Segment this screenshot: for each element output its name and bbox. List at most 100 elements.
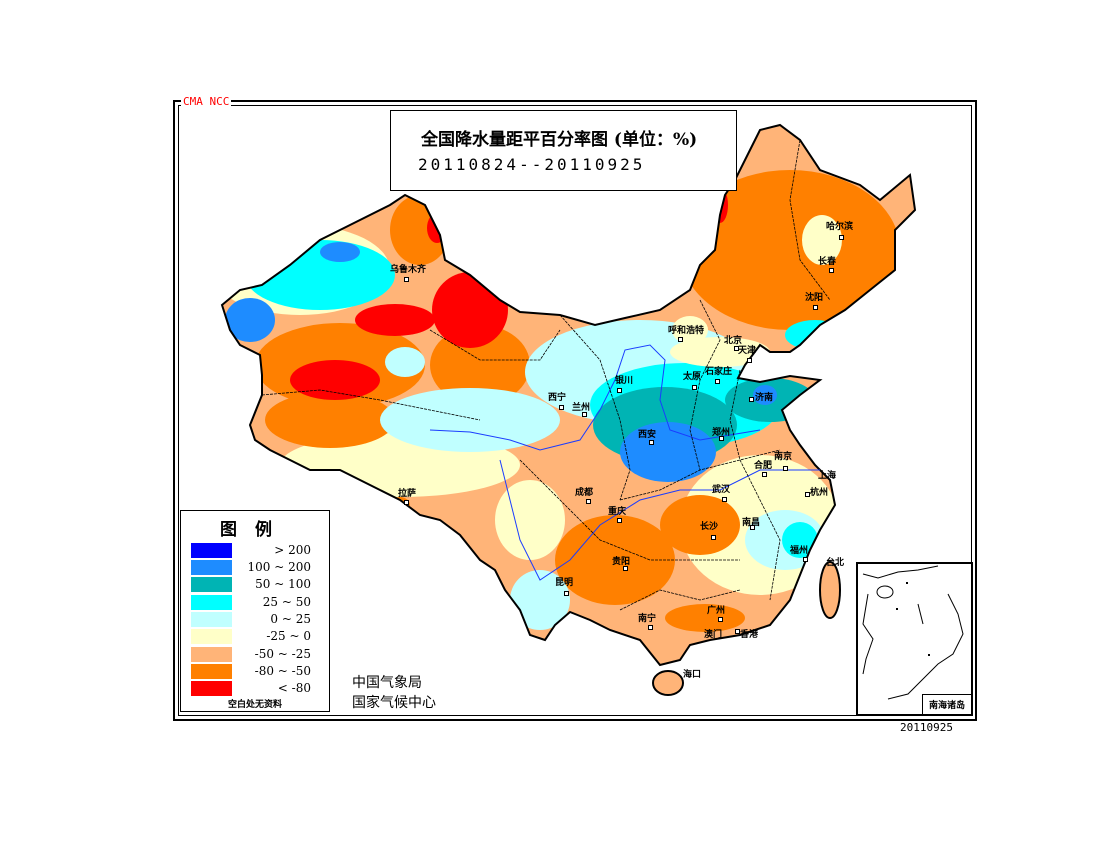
city-label: 北京 <box>724 336 743 346</box>
organization-ncc: 国家气候中心 <box>352 695 436 711</box>
legend-swatch <box>191 543 232 558</box>
legend-item: -50 ~ -25 <box>191 647 321 662</box>
inset-label: 南海诸岛 <box>921 694 971 714</box>
city-label: 重庆 <box>608 507 627 517</box>
region-yunnan-lightcyan <box>510 570 570 630</box>
inset-map <box>862 565 964 700</box>
region-altay-orange <box>390 195 450 265</box>
rivers <box>429 344 820 581</box>
city-marker <box>829 268 834 273</box>
legend-swatch <box>191 577 232 592</box>
region-sichuan-yellow <box>495 480 565 560</box>
city-marker <box>692 385 697 390</box>
city-label: 杭州 <box>810 488 829 498</box>
city-marker <box>649 440 654 445</box>
city-marker <box>582 412 587 417</box>
region-northeast-orange <box>680 170 900 330</box>
city-marker <box>813 305 818 310</box>
city-label: 兰州 <box>572 403 591 413</box>
city-marker <box>678 337 683 342</box>
city-marker <box>749 397 754 402</box>
region-xj-lightcyan <box>385 347 425 377</box>
map-frame-outer <box>173 100 977 721</box>
city-label: 长沙 <box>700 522 719 532</box>
legend-swatch <box>191 681 232 696</box>
city-label: 乌鲁木齐 <box>390 265 427 275</box>
city-marker <box>711 535 716 540</box>
city-label: 呼和浩特 <box>668 326 705 336</box>
city-label: 上海 <box>818 471 837 481</box>
city-label: 西安 <box>638 430 657 440</box>
city-label: 银川 <box>615 376 634 386</box>
region-qinghai-lightcyan <box>380 388 560 452</box>
city-label: 福州 <box>790 546 809 556</box>
city-label: 济南 <box>755 393 774 403</box>
city-marker <box>805 492 810 497</box>
region-guizhou-orange <box>555 515 675 605</box>
map-frame-inner <box>178 105 972 716</box>
city-marker <box>718 617 723 622</box>
yangtze-river <box>499 459 820 581</box>
city-marker <box>648 625 653 630</box>
region-xj-cyan <box>245 240 395 310</box>
title-box: 全国降水量距平百分率图 (单位：%) 20110824--20110925 <box>390 110 737 191</box>
legend-title: 图例 <box>220 520 290 540</box>
city-label: 太原 <box>683 372 702 382</box>
legend-item: 25 ~ 50 <box>191 595 321 610</box>
region-guangdong-orange <box>665 604 745 632</box>
legend-swatch <box>191 664 232 679</box>
agency-tag: CMA NCC <box>181 95 232 108</box>
legend-swatch <box>191 595 232 610</box>
city-label: 西宁 <box>548 393 567 403</box>
city-label: 沈阳 <box>805 293 824 303</box>
issue-date-stamp: 20110925 <box>900 721 953 734</box>
region-xj-blue <box>225 298 275 342</box>
legend-item: < -80 <box>191 681 321 696</box>
legend-item: 50 ~ 100 <box>191 577 321 592</box>
city-marker <box>404 500 409 505</box>
city-marker <box>623 566 628 571</box>
legend-label: -25 ~ 0 <box>266 629 311 643</box>
region-xj-red2 <box>355 304 435 336</box>
city-marker <box>617 388 622 393</box>
city-marker <box>715 379 720 384</box>
legend-item: 0 ~ 25 <box>191 612 321 627</box>
city-label: 南昌 <box>742 518 761 528</box>
region-gansu-red <box>432 272 508 348</box>
province-borders <box>261 139 831 611</box>
region-liaoning-cyan <box>785 320 845 350</box>
legend-label: < -80 <box>277 681 311 695</box>
city-label: 昆明 <box>555 578 574 588</box>
legend: 图例 > 200 100 ~ 200 50 ~ 100 25 ~ 50 0 ~ … <box>180 510 330 712</box>
city-label: 香港 <box>740 630 759 640</box>
region-jilin-yellow <box>802 215 842 265</box>
city-label: 贵阳 <box>612 557 631 567</box>
city-marker <box>839 235 844 240</box>
yellow-river <box>429 344 761 451</box>
legend-label: 100 ~ 200 <box>247 560 312 574</box>
city-marker <box>734 346 739 351</box>
city-marker <box>750 525 755 530</box>
region-beijing-yellow <box>670 337 770 367</box>
region-xj-red <box>290 360 380 400</box>
city-marker <box>735 629 740 634</box>
city-label: 长春 <box>818 257 837 267</box>
legend-swatch <box>191 629 232 644</box>
city-marker <box>762 472 767 477</box>
city-label: 澳门 <box>704 630 723 640</box>
legend-label: 0 ~ 25 <box>270 612 311 626</box>
city-marker <box>783 466 788 471</box>
map-title: 全国降水量距平百分率图 (单位：%) <box>421 130 698 150</box>
city-marker <box>617 518 622 523</box>
city-label: 郑州 <box>712 428 731 438</box>
city-label: 哈尔滨 <box>826 222 854 232</box>
region-henan-blue <box>620 422 716 482</box>
city-label: 台北 <box>826 558 845 568</box>
date-range: 20110824--20110925 <box>418 155 646 174</box>
region-fujian-cyan <box>782 522 818 558</box>
legend-item: -25 ~ 0 <box>191 629 321 644</box>
legend-label: -80 ~ -50 <box>254 664 311 678</box>
city-marker <box>404 277 409 282</box>
region-hunan-orange <box>660 495 740 555</box>
legend-swatch <box>191 612 232 627</box>
